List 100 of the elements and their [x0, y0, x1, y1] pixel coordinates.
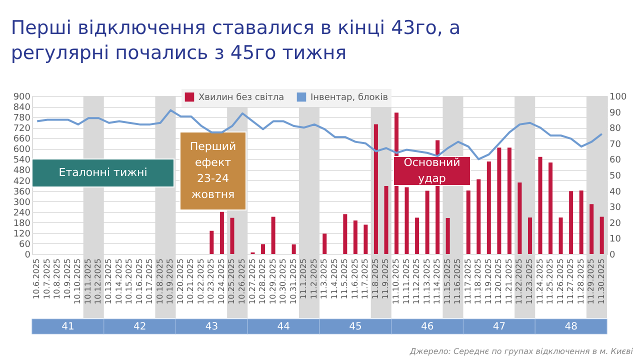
bar — [374, 124, 378, 254]
x-tick-label: 10.22.2025 — [196, 258, 206, 304]
x-tick-label: 11.6.2025 — [350, 258, 360, 300]
x-tick-label: 11.15.2025 — [442, 258, 452, 304]
x-tick-label: 11.7.2025 — [360, 258, 370, 300]
text: 42 — [133, 322, 146, 332]
bar — [507, 148, 512, 254]
bar — [518, 182, 522, 254]
y-tick-label: 300 — [13, 198, 31, 208]
x-tick-label: 10.26.2025 — [237, 258, 246, 304]
bar — [292, 244, 296, 254]
x-tick-label: 10.24.2025 — [216, 258, 226, 304]
x-tick-label: 11.5.2025 — [340, 258, 350, 300]
x-tick-label: 11.9.2025 — [381, 258, 390, 300]
y-tick-label: 600 — [13, 145, 31, 156]
x-tick-label: 11.16.2025 — [453, 258, 462, 304]
x-tick-label: 10.14.2025 — [114, 258, 124, 304]
bar — [446, 218, 450, 254]
y2-tick-label: 100 — [610, 92, 627, 102]
x-tick-label: 10.10.2025 — [73, 258, 82, 304]
y-tick-label: 180 — [13, 218, 31, 229]
x-tick-label: 10.9.2025 — [62, 258, 72, 300]
y2-tick-label: 50 — [610, 172, 622, 182]
x-tick-label: 11.28.2025 — [576, 258, 586, 304]
x-tick-label: 11.20.2025 — [494, 258, 504, 304]
x-tick-label: 11.23.2025 — [524, 258, 534, 304]
x-tick-label: 10.6.2025 — [32, 258, 42, 300]
y2-tick-label: 30 — [610, 203, 622, 214]
bar — [364, 224, 368, 254]
x-tick-label: 11.3.2025 — [320, 258, 329, 300]
x-tick-label: 11.29.2025 — [586, 258, 596, 304]
x-tick-label: 11.30.2025 — [596, 258, 606, 304]
y2-tick-label: 70 — [610, 140, 622, 150]
x-tick-label: 10.7.2025 — [42, 258, 52, 300]
x-tick-label: 10.17.2025 — [145, 258, 154, 304]
bar — [538, 156, 542, 254]
x-tick-label: 10.28.2025 — [258, 258, 268, 304]
bar — [230, 218, 234, 254]
x-tick-label: 11.25.2025 — [546, 258, 555, 304]
bar — [384, 186, 388, 254]
x-tick-label: 11.2.2025 — [309, 258, 318, 300]
x-tick-label: 11.18.2025 — [474, 258, 483, 304]
text: 48 — [564, 322, 578, 332]
legend-label: Хвилин без світла — [198, 93, 284, 104]
text: Джерело: Середнє по групах відключення в м. Києві — [408, 347, 634, 356]
text: 44 — [277, 322, 290, 332]
bar — [261, 244, 266, 254]
x-tick-label: 10.20.2025 — [176, 258, 185, 304]
x-tick-label: 11.14.2025 — [432, 258, 442, 304]
x-tick-label: 11.11.2025 — [402, 258, 411, 304]
bar — [579, 190, 584, 254]
x-tick-label: 10.13.2025 — [104, 258, 114, 304]
x-tick-label: 11.4.2025 — [330, 258, 339, 300]
bar — [271, 216, 276, 254]
bar — [590, 204, 594, 254]
y-tick-label: 240 — [13, 208, 31, 218]
y-tick-label: 720 — [13, 124, 31, 134]
y-tick-label: 900 — [13, 92, 31, 102]
bar — [466, 190, 470, 254]
chart-title: Перші відключення ставалися в кінці 43го, а регулярні почались з 45го тижня — [10, 17, 461, 64]
bar — [322, 234, 327, 254]
y-tick-label: 480 — [13, 166, 31, 176]
bar — [220, 212, 224, 254]
bar — [486, 161, 491, 254]
y2-tick-label: 20 — [610, 218, 622, 229]
bar — [353, 220, 358, 254]
x-tick-label: 11.21.2025 — [504, 258, 514, 304]
x-tick-label: 10.19.2025 — [166, 258, 175, 304]
annotation: Основний удар — [404, 156, 460, 185]
x-tick-label: 11.1.2025 — [299, 258, 308, 300]
legend-label: Інвентар, блоків — [310, 93, 388, 104]
x-tick-label: 10.21.2025 — [186, 258, 196, 304]
y-tick-label: 780 — [13, 114, 31, 124]
x-tick-label: 10.30.2025 — [278, 258, 288, 304]
bar — [558, 217, 563, 254]
y2-tick-label: 60 — [610, 156, 622, 166]
annotation: Перший ефект 23-24 жовтня — [190, 140, 236, 201]
text: 47 — [492, 322, 506, 332]
bar — [600, 216, 604, 254]
y-tick-label: 420 — [13, 176, 31, 187]
y2-tick-label: 80 — [610, 124, 622, 134]
x-tick-label: 10.18.2025 — [155, 258, 164, 304]
x-tick-label: 10.31.2025 — [288, 258, 298, 304]
bar — [569, 191, 574, 254]
text: 46 — [420, 322, 434, 332]
x-tick-label: 10.29.2025 — [268, 258, 278, 304]
bar — [497, 148, 502, 254]
x-tick-label: 11.19.2025 — [484, 258, 493, 304]
annotation: Еталонні тижні — [58, 166, 148, 179]
y-tick-label: 60 — [19, 240, 31, 250]
x-tick-label: 11.27.2025 — [566, 258, 576, 304]
text: 45 — [349, 322, 362, 332]
bar — [528, 217, 532, 254]
y2-tick-label: 0 — [610, 250, 616, 260]
x-tick-label: 11.8.2025 — [370, 258, 380, 300]
text: 43 — [205, 322, 218, 332]
bar — [415, 218, 420, 254]
y2-tick-label: 90 — [610, 108, 622, 118]
x-tick-label: 10.15.2025 — [124, 258, 134, 304]
y2-tick-label: 10 — [610, 234, 622, 245]
